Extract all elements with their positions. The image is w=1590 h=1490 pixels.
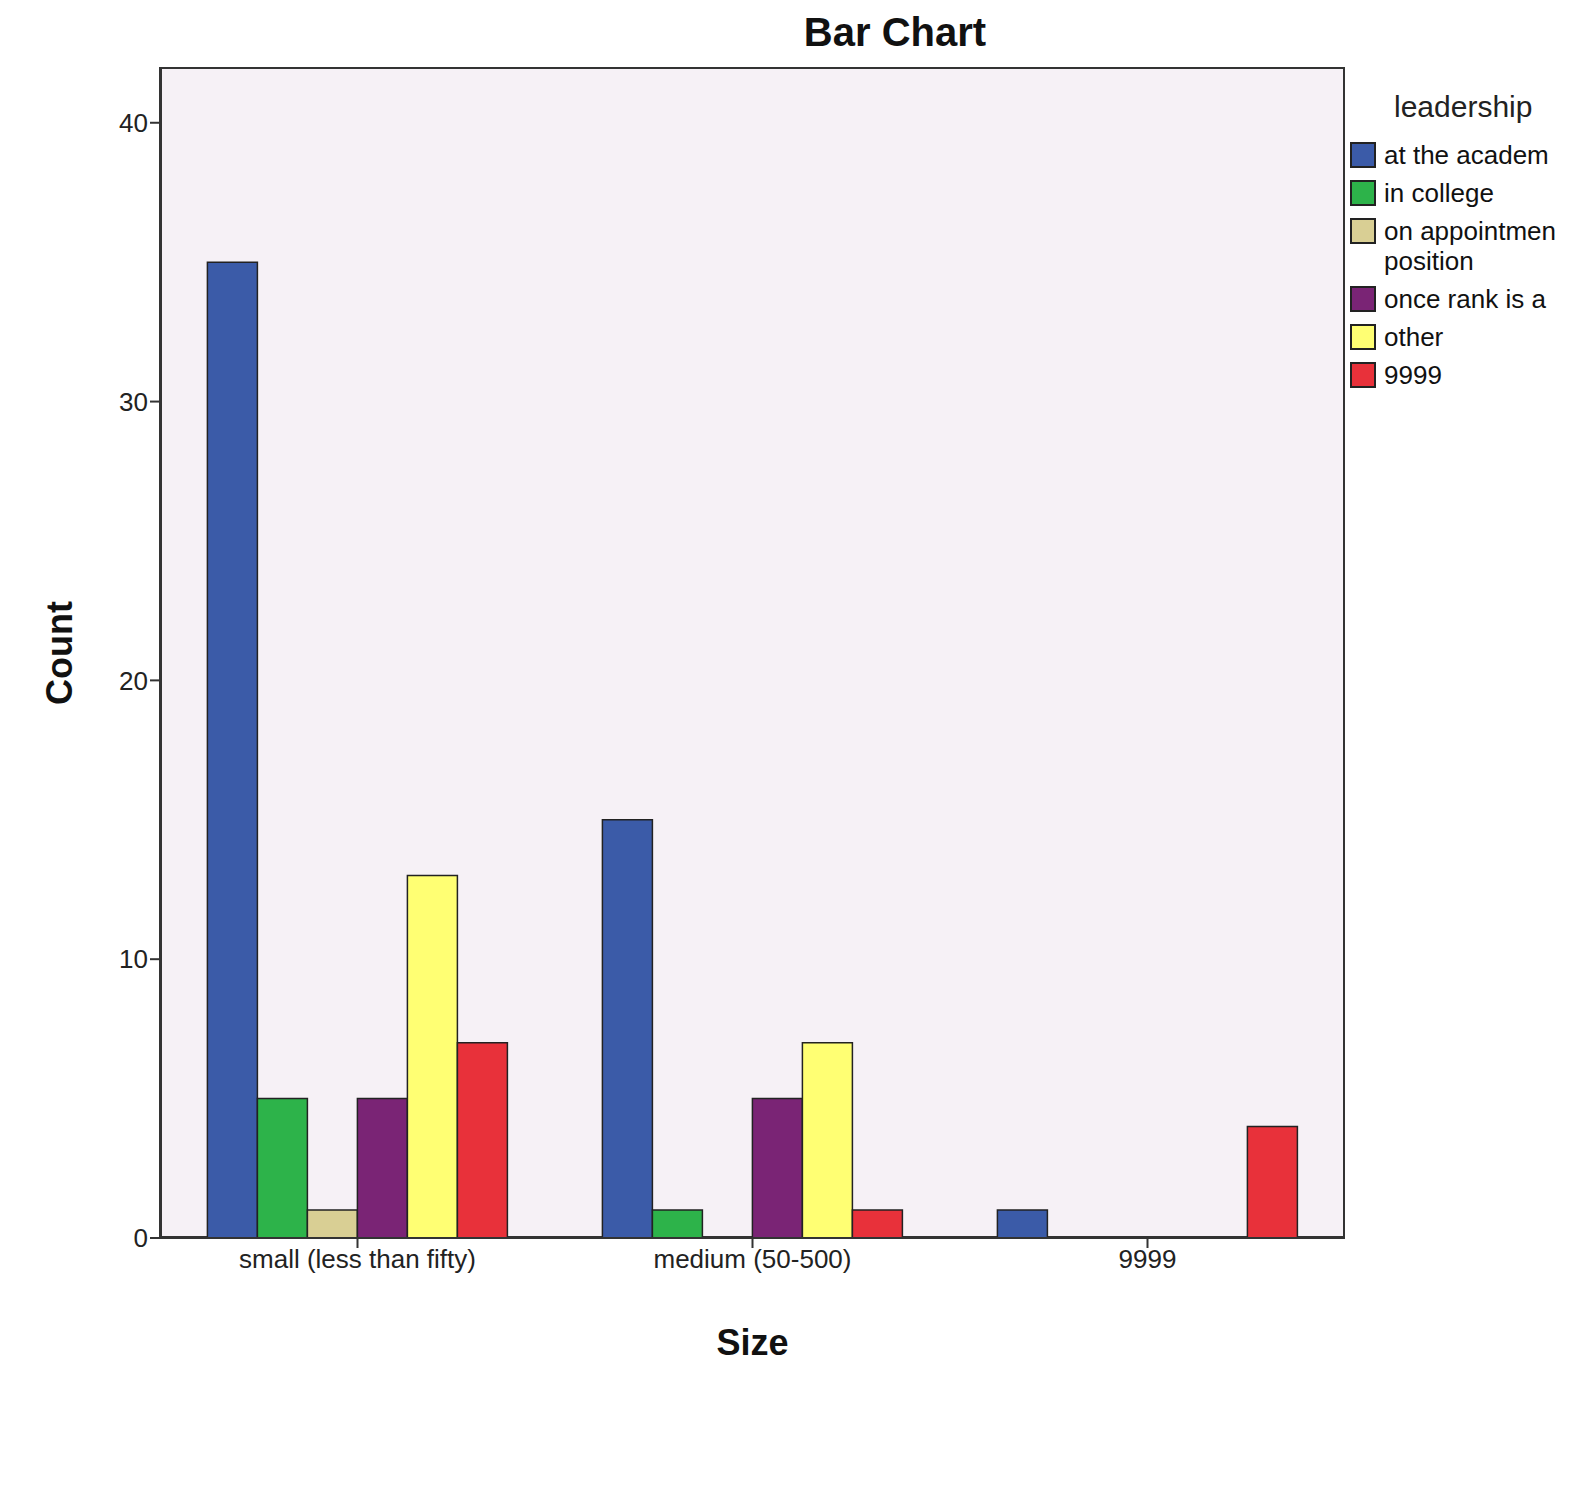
html-text:in college: in college <box>1384 178 1494 208</box>
html-text:Bar Chart: Bar Chart <box>803 10 987 54</box>
svg-text:30: 30 <box>119 387 148 417</box>
html-text:other: other <box>1384 322 1444 352</box>
svg-text:9999: 9999 <box>1119 1244 1177 1274</box>
svg-text:10: 10 <box>119 944 148 974</box>
html-text:once rank is a: once rank is a <box>1384 284 1546 314</box>
html-text:9999: 9999 <box>1384 360 1442 390</box>
html-text:Size: Size <box>716 1322 789 1363</box>
svg-text:20: 20 <box>119 666 148 696</box>
html-text:on appointmen position: on appointmen position <box>1384 216 1556 276</box>
svg-text:medium (50-500): medium (50-500) <box>654 1244 852 1274</box>
svg-text:0: 0 <box>134 1223 148 1253</box>
svg-text:small (less than fifty): small (less than fifty) <box>239 1244 476 1274</box>
html-text:Count: Count <box>39 600 80 705</box>
html-text:leadership: leadership <box>1394 90 1533 123</box>
svg-text:40: 40 <box>119 108 148 138</box>
html-text:at the academ: at the academ <box>1384 140 1549 170</box>
